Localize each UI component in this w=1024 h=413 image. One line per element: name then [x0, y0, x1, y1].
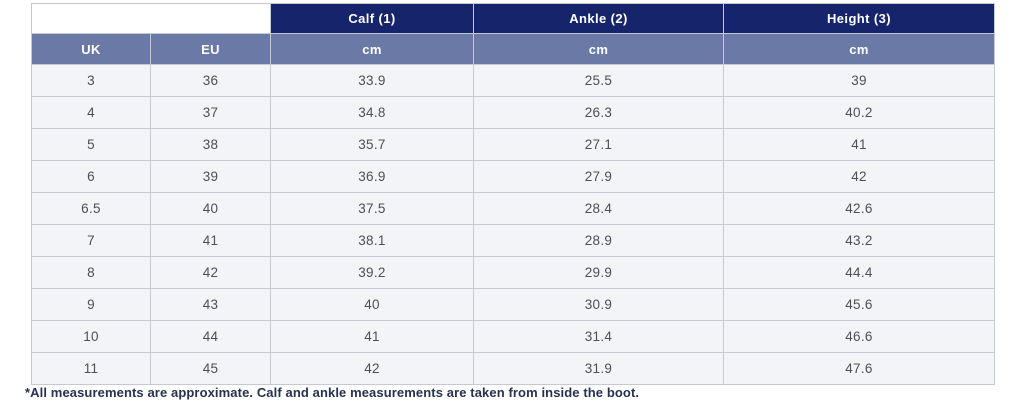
table-cell: 29.9 [473, 256, 724, 289]
table-cell: 41 [723, 128, 995, 161]
table-cell: 31.9 [473, 352, 724, 385]
table-cell: 37.5 [270, 192, 474, 225]
table-cell: 42 [723, 160, 995, 193]
table-cell: 45 [150, 352, 271, 385]
table-cell: 40 [270, 288, 474, 321]
table-row: 7 41 38.1 28.9 43.2 [31, 224, 995, 257]
table-cell: 39.2 [270, 256, 474, 289]
column-header-ankle-cm: cm [473, 33, 724, 65]
table-cell: 30.9 [473, 288, 724, 321]
header-spacer [31, 3, 271, 34]
table-cell: 28.4 [473, 192, 724, 225]
table-cell: 42.6 [723, 192, 995, 225]
table-cell: 38.1 [270, 224, 474, 257]
size-chart-table: Calf (1) Ankle (2) Height (3) UK EU cm c… [31, 3, 995, 385]
table-cell: 25.5 [473, 64, 724, 97]
table-row: 6 39 36.9 27.9 42 [31, 160, 995, 193]
group-header-calf: Calf (1) [270, 3, 474, 34]
table-cell: 26.3 [473, 96, 724, 129]
group-header-height: Height (3) [723, 3, 995, 34]
table-cell: 44.4 [723, 256, 995, 289]
table-cell: 43.2 [723, 224, 995, 257]
table-cell: 42 [150, 256, 271, 289]
size-chart-body: 3 36 33.9 25.5 39 4 37 34.8 26.3 40.2 5 38 35.7 27.1 4… [31, 64, 995, 385]
table-row: 11 45 42 31.9 47.6 [31, 352, 995, 385]
table-cell: 6.5 [31, 192, 151, 225]
table-row: 3 36 33.9 25.5 39 [31, 64, 995, 97]
column-header-eu: EU [150, 33, 271, 65]
table-cell: 5 [31, 128, 151, 161]
column-header-uk: UK [31, 33, 151, 65]
table-cell: 40 [150, 192, 271, 225]
table-cell: 35.7 [270, 128, 474, 161]
table-cell: 11 [31, 352, 151, 385]
table-row: 6.5 40 37.5 28.4 42.6 [31, 192, 995, 225]
table-cell: 8 [31, 256, 151, 289]
table-cell: 44 [150, 320, 271, 353]
table-cell: 36.9 [270, 160, 474, 193]
table-cell: 9 [31, 288, 151, 321]
table-cell: 36 [150, 64, 271, 97]
table-cell: 27.1 [473, 128, 724, 161]
table-cell: 40.2 [723, 96, 995, 129]
table-cell: 7 [31, 224, 151, 257]
column-header-height-cm: cm [723, 33, 995, 65]
table-cell: 10 [31, 320, 151, 353]
table-row: 5 38 35.7 27.1 41 [31, 128, 995, 161]
column-header-calf-cm: cm [270, 33, 474, 65]
sub-header-row: UK EU cm cm cm [31, 33, 995, 65]
table-cell: 6 [31, 160, 151, 193]
group-header-ankle: Ankle (2) [473, 3, 724, 34]
table-cell: 37 [150, 96, 271, 129]
table-row: 9 43 40 30.9 45.6 [31, 288, 995, 321]
table-row: 4 37 34.8 26.3 40.2 [31, 96, 995, 129]
table-cell: 43 [150, 288, 271, 321]
table-cell: 42 [270, 352, 474, 385]
footnote: *All measurements are approximate. Calf … [25, 385, 640, 400]
group-header-row: Calf (1) Ankle (2) Height (3) [31, 3, 995, 34]
table-cell: 39 [723, 64, 995, 97]
table-row: 10 44 41 31.4 46.6 [31, 320, 995, 353]
table-cell: 46.6 [723, 320, 995, 353]
table-cell: 41 [150, 224, 271, 257]
table-cell: 39 [150, 160, 271, 193]
table-cell: 31.4 [473, 320, 724, 353]
table-cell: 34.8 [270, 96, 474, 129]
table-cell: 3 [31, 64, 151, 97]
table-cell: 47.6 [723, 352, 995, 385]
table-cell: 38 [150, 128, 271, 161]
table-cell: 27.9 [473, 160, 724, 193]
table-cell: 33.9 [270, 64, 474, 97]
table-cell: 45.6 [723, 288, 995, 321]
table-cell: 41 [270, 320, 474, 353]
table-cell: 28.9 [473, 224, 724, 257]
table-cell: 4 [31, 96, 151, 129]
table-row: 8 42 39.2 29.9 44.4 [31, 256, 995, 289]
